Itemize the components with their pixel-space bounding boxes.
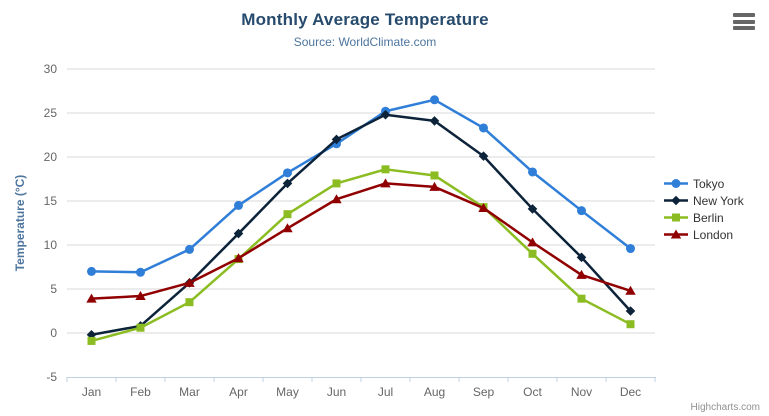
data-point-marker[interactable]: [87, 336, 96, 345]
x-axis-label: Oct: [523, 385, 542, 399]
x-axis-label: Feb: [130, 385, 151, 399]
square-series-marker-icon: [664, 213, 688, 222]
data-point-marker[interactable]: [283, 168, 292, 178]
legend-marker: [670, 229, 682, 239]
legend-item-london[interactable]: London: [664, 226, 744, 243]
data-point-marker[interactable]: [283, 210, 292, 219]
data-point-marker[interactable]: [185, 244, 194, 254]
x-axis-label: Sep: [473, 385, 495, 399]
x-axis-label: Jul: [378, 385, 393, 399]
data-point-marker[interactable]: [332, 179, 341, 188]
highcharts-credit-link[interactable]: Highcharts.com: [690, 402, 760, 413]
legend-marker: [671, 195, 681, 206]
y-axis-label: 15: [44, 194, 58, 208]
data-point-marker[interactable]: [429, 181, 440, 191]
series-line: [90, 113, 632, 337]
x-axis-label: Dec: [620, 385, 641, 399]
series-line: [90, 182, 632, 300]
x-axis-label: Mar: [179, 385, 200, 399]
data-point-marker[interactable]: [625, 306, 636, 316]
data-point-marker[interactable]: [282, 223, 293, 233]
legend-label: Tokyo: [693, 176, 725, 191]
y-axis-label: -5: [46, 370, 57, 384]
x-axis-label: Jan: [82, 385, 101, 399]
data-point-marker[interactable]: [429, 116, 440, 126]
data-point-marker[interactable]: [331, 194, 342, 204]
data-point-marker[interactable]: [478, 151, 489, 161]
diamond-series-marker-icon: [664, 195, 688, 206]
data-point-marker[interactable]: [626, 244, 635, 254]
chart-title: Monthly Average Temperature: [241, 10, 489, 29]
series-tokyo: [87, 95, 635, 277]
data-point-marker[interactable]: [233, 228, 244, 239]
hamburger-bar: [733, 13, 755, 17]
data-point-marker[interactable]: [136, 323, 145, 332]
data-point-marker[interactable]: [380, 178, 391, 188]
data-point-marker[interactable]: [136, 267, 145, 277]
x-axis-label: May: [276, 385, 299, 399]
data-point-marker[interactable]: [625, 285, 636, 295]
data-point-marker[interactable]: [234, 200, 243, 210]
y-axis-label: 25: [44, 106, 58, 120]
legend-label: New York: [693, 193, 744, 208]
x-axis-label: Nov: [571, 385, 592, 399]
legend-item-berlin[interactable]: Berlin: [664, 209, 744, 226]
data-point-marker[interactable]: [577, 206, 586, 216]
y-axis-label: 20: [44, 150, 58, 164]
x-axis-label: Apr: [229, 385, 248, 399]
data-point-marker[interactable]: [576, 252, 587, 263]
circle-series-marker-icon: [664, 179, 688, 188]
series-new-york: [86, 109, 636, 340]
legend-label: Berlin: [693, 210, 724, 225]
data-point-marker[interactable]: [87, 266, 96, 276]
y-axis-label: 5: [50, 282, 57, 296]
legend: Tokyo New York Berlin London: [664, 175, 744, 243]
data-point-marker[interactable]: [282, 178, 293, 189]
triangle-series-marker-icon: [664, 229, 688, 239]
y-axis-title: Temperature (°C): [13, 175, 27, 272]
data-point-marker[interactable]: [86, 293, 97, 303]
data-point-marker[interactable]: [626, 320, 635, 329]
series-line: [90, 168, 632, 343]
data-point-marker[interactable]: [184, 277, 195, 287]
data-point-marker[interactable]: [381, 165, 390, 174]
data-point-marker[interactable]: [185, 298, 194, 307]
y-axis-label: 30: [44, 62, 58, 76]
y-axis-label: 10: [44, 238, 58, 252]
data-point-marker[interactable]: [478, 203, 489, 213]
data-point-marker[interactable]: [527, 204, 538, 214]
data-point-marker[interactable]: [528, 249, 537, 258]
legend-item-new-york[interactable]: New York: [664, 192, 744, 209]
data-point-marker[interactable]: [380, 109, 391, 120]
series-line: [90, 98, 632, 274]
hamburger-bar: [733, 19, 755, 24]
data-point-marker[interactable]: [331, 134, 342, 145]
legend-marker: [671, 179, 681, 188]
series-london: [86, 178, 636, 303]
data-point-marker[interactable]: [479, 123, 488, 133]
data-point-marker[interactable]: [576, 269, 587, 279]
legend-marker: [672, 213, 680, 222]
data-point-marker[interactable]: [430, 95, 439, 105]
x-axis-label: Jun: [327, 385, 346, 399]
y-axis-label: 0: [50, 326, 57, 340]
hamburger-bar: [733, 26, 755, 30]
x-axis-label: Aug: [424, 385, 445, 399]
data-point-marker[interactable]: [135, 291, 146, 301]
data-point-marker[interactable]: [527, 237, 538, 247]
legend-item-tokyo[interactable]: Tokyo: [664, 175, 744, 192]
data-point-marker[interactable]: [528, 167, 537, 177]
data-point-marker[interactable]: [430, 171, 439, 180]
data-point-marker[interactable]: [233, 253, 244, 263]
chart-subtitle: Source: WorldClimate.com: [293, 35, 437, 49]
hamburger-menu-icon[interactable]: [733, 13, 755, 30]
legend-label: London: [693, 227, 734, 242]
data-point-marker[interactable]: [577, 294, 586, 303]
